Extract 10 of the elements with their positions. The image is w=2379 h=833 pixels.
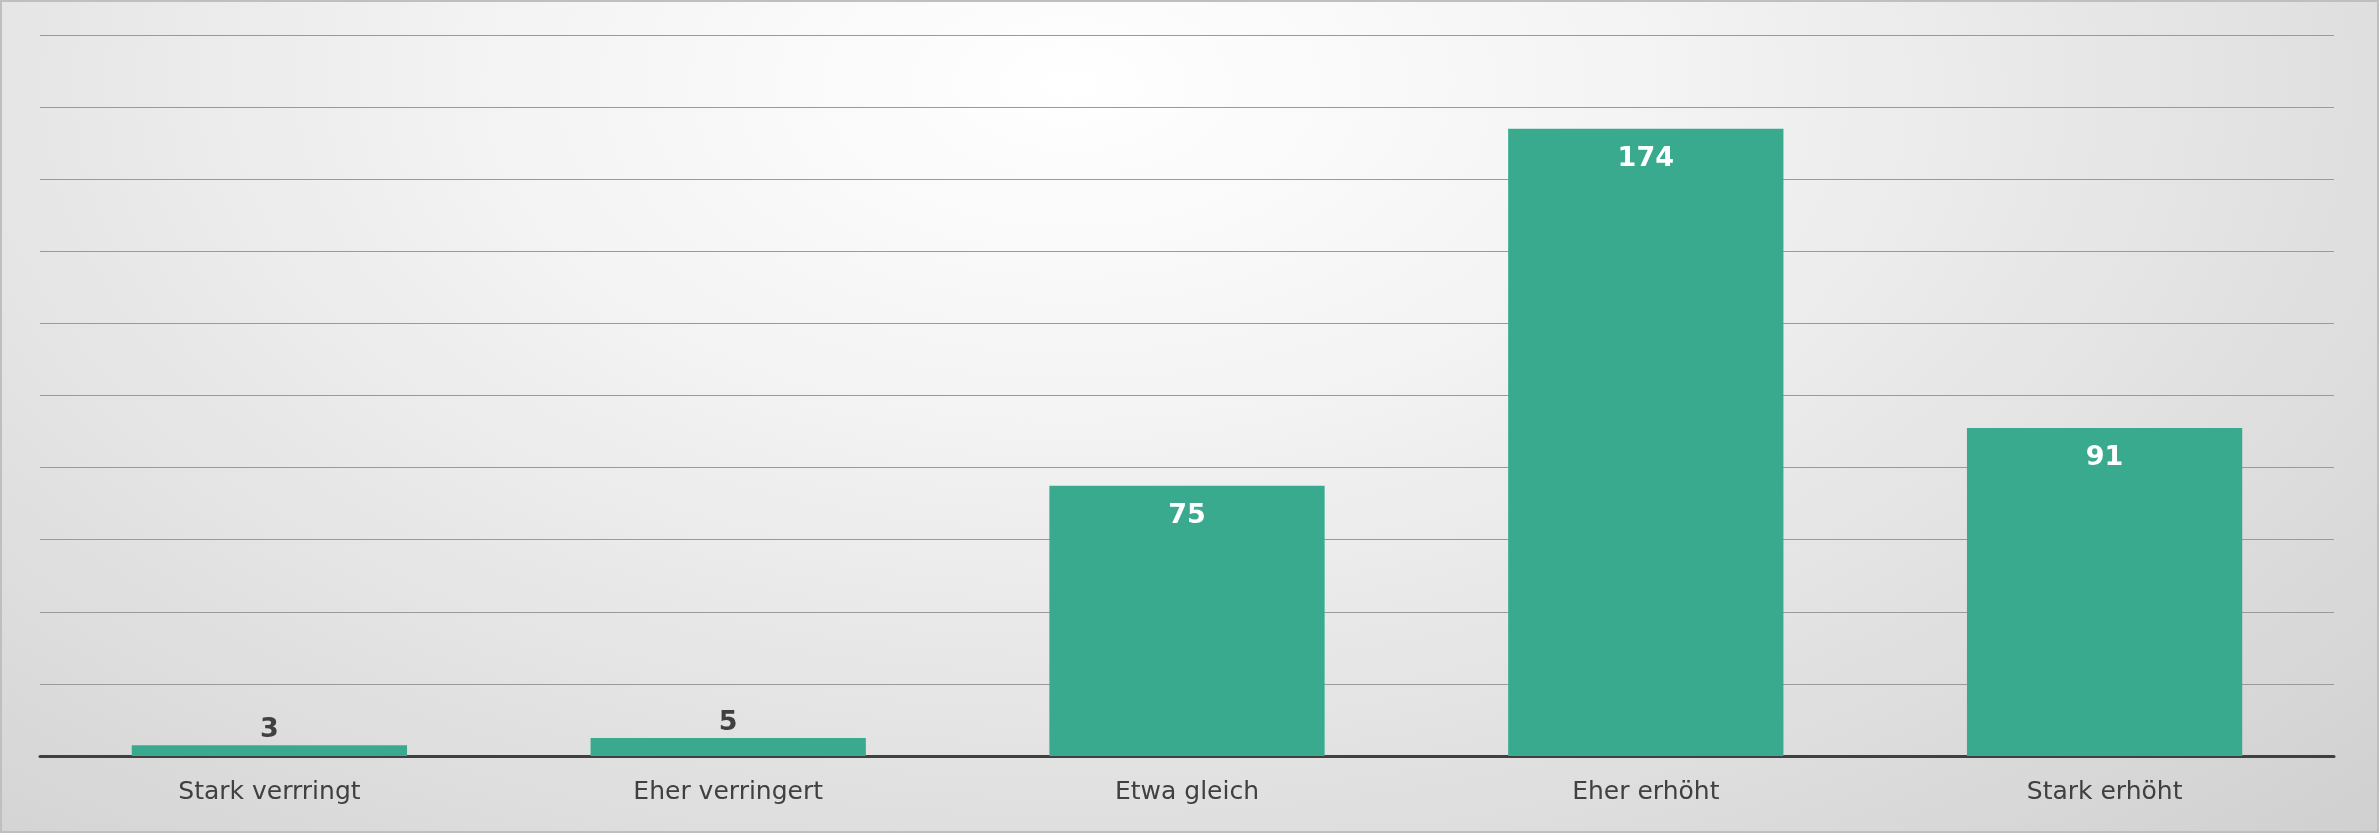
x-tick-label: Etwa gleich: [1114, 776, 1260, 805]
data-label: 174: [1617, 140, 1674, 172]
x-tick-label: Stark erhöht: [2026, 776, 2183, 805]
data-label: 91: [2085, 439, 2124, 471]
data-label: 5: [718, 704, 738, 736]
x-tick-label: Stark verrringt: [178, 776, 361, 805]
data-label: 3: [260, 712, 279, 744]
x-tick-label: Eher erhöht: [1572, 776, 1720, 805]
x-tick-label: Eher verringert: [633, 776, 824, 805]
data-label: 75: [1168, 497, 1206, 529]
